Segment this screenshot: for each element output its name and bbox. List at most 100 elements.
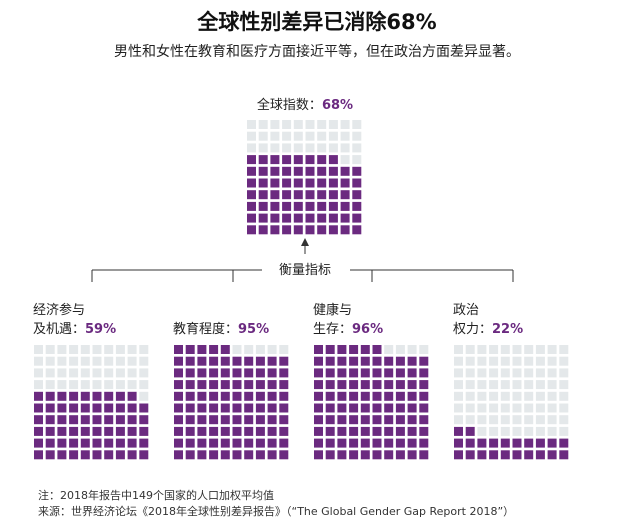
waffle-cell-empty — [69, 368, 79, 378]
waffle-cell-empty — [512, 345, 522, 354]
waffle-cell-filled — [34, 391, 43, 401]
waffle-cell-filled — [328, 225, 338, 235]
waffle-cell-filled — [352, 178, 362, 188]
waffle-cell-empty — [57, 380, 67, 390]
waffle-cell-filled — [500, 438, 510, 448]
waffle-cell-filled — [244, 450, 254, 460]
waffle-cell-filled — [317, 155, 327, 165]
waffle-cell-filled — [279, 403, 289, 413]
waffle-cell-filled — [174, 345, 183, 354]
waffle-cell-filled — [282, 225, 292, 235]
waffle-cell-filled — [340, 190, 350, 200]
waffle-cell-empty — [535, 391, 545, 401]
waffle-cell-filled — [57, 391, 67, 401]
waffle-cell-empty — [258, 143, 268, 153]
waffle-cell-filled — [92, 426, 102, 436]
waffle-cell-filled — [314, 345, 323, 354]
waffle-cell-filled — [384, 415, 394, 425]
waffle-cell-filled — [395, 438, 405, 448]
waffle-cell-filled — [69, 415, 79, 425]
political-value: 22% — [492, 322, 524, 337]
global-index-name: 全球指数： — [256, 98, 322, 113]
waffle-cell-filled — [232, 356, 242, 366]
health-label: 健康与 生存：96% — [313, 301, 383, 339]
waffle-cell-empty — [328, 143, 338, 153]
waffle-cell-filled — [372, 380, 382, 390]
waffle-cell-filled — [407, 426, 417, 436]
waffle-cell-empty — [340, 120, 350, 129]
waffle-cell-filled — [244, 415, 254, 425]
waffle-cell-filled — [349, 391, 359, 401]
waffle-cell-empty — [489, 426, 499, 436]
waffle-cell-filled — [317, 201, 327, 211]
waffle-cell-empty — [477, 426, 487, 436]
waffle-cell-empty — [57, 356, 67, 366]
waffle-cell-filled — [340, 166, 350, 176]
waffle-cell-filled — [57, 450, 67, 460]
waffle-cell-empty — [524, 391, 534, 401]
waffle-cell-filled — [232, 426, 242, 436]
waffle-cell-filled — [314, 380, 323, 390]
waffle-cell-filled — [360, 391, 370, 401]
waffle-cell-filled — [279, 380, 289, 390]
waffle-cell-empty — [512, 380, 522, 390]
waffle-cell-empty — [477, 368, 487, 378]
waffle-cell-filled — [337, 345, 347, 354]
waffle-cell-filled — [340, 213, 350, 223]
waffle-cell-filled — [174, 438, 183, 448]
waffle-cell-filled — [293, 178, 303, 188]
waffle-cell-filled — [349, 345, 359, 354]
waffle-cell-filled — [500, 450, 510, 460]
waffle-cell-filled — [209, 438, 219, 448]
waffle-cell-empty — [500, 403, 510, 413]
waffle-cell-empty — [127, 356, 137, 366]
waffle-cell-filled — [524, 450, 534, 460]
waffle-cell-filled — [255, 403, 265, 413]
waffle-cell-filled — [314, 356, 323, 366]
waffle-cell-empty — [69, 356, 79, 366]
waffle-cell-filled — [419, 450, 429, 460]
waffle-cell-filled — [325, 345, 335, 354]
health-label-line2: 生存： — [313, 322, 353, 337]
waffle-cell-empty — [45, 368, 55, 378]
political-waffle — [454, 345, 569, 460]
waffle-cell-filled — [395, 356, 405, 366]
waffle-cell-empty — [139, 356, 149, 366]
waffle-cell-filled — [279, 438, 289, 448]
economic-label-line2: 及机遇： — [33, 322, 86, 337]
waffle-cell-filled — [349, 380, 359, 390]
waffle-cell-filled — [328, 155, 338, 165]
waffle-cell-filled — [293, 201, 303, 211]
waffle-cell-empty — [305, 131, 315, 141]
waffle-cell-empty — [465, 380, 475, 390]
waffle-cell-filled — [267, 450, 277, 460]
waffle-cell-empty — [489, 391, 499, 401]
waffle-cell-filled — [328, 190, 338, 200]
waffle-cell-filled — [349, 450, 359, 460]
waffle-cell-filled — [340, 225, 350, 235]
waffle-cell-empty — [512, 356, 522, 366]
waffle-cell-empty — [45, 356, 55, 366]
waffle-cell-empty — [500, 415, 510, 425]
waffle-cell-empty — [454, 415, 463, 425]
waffle-cell-empty — [92, 345, 102, 354]
waffle-cell-filled — [45, 403, 55, 413]
waffle-cell-filled — [419, 380, 429, 390]
waffle-cell-filled — [209, 380, 219, 390]
waffle-cell-filled — [139, 450, 149, 460]
waffle-cell-filled — [255, 356, 265, 366]
waffle-cell-filled — [407, 415, 417, 425]
waffle-cell-filled — [197, 356, 207, 366]
waffle-cell-empty — [92, 368, 102, 378]
waffle-cell-empty — [477, 391, 487, 401]
waffle-cell-empty — [104, 356, 114, 366]
waffle-cell-empty — [500, 345, 510, 354]
waffle-cell-filled — [317, 225, 327, 235]
waffle-cell-filled — [454, 426, 463, 436]
waffle-cell-empty — [279, 345, 289, 354]
waffle-cell-filled — [317, 178, 327, 188]
waffle-cell-filled — [244, 391, 254, 401]
waffle-cell-empty — [547, 380, 557, 390]
waffle-cell-filled — [127, 450, 137, 460]
health-label-line1: 健康与 — [313, 303, 353, 318]
